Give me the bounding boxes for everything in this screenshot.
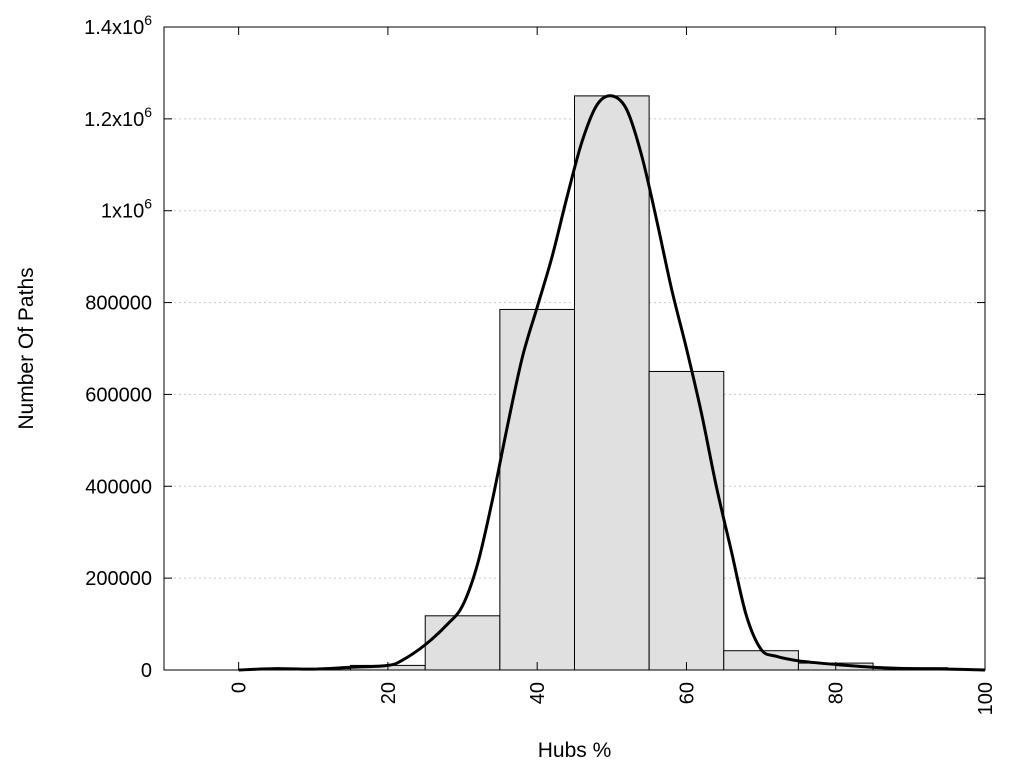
histogram-bar: [574, 95, 650, 671]
bars: [275, 95, 949, 671]
y-tick-label: 1.2x106: [84, 104, 152, 131]
histogram-bar: [424, 615, 501, 671]
x-tick-label: 60: [676, 682, 698, 704]
y-tick-label: 600000: [85, 384, 152, 406]
x-tick-label: 40: [527, 682, 549, 704]
y-axis-ticks: 0 200000 400000 600000 800000 1x106 1.2x106 1.4…: [84, 12, 985, 682]
fit-curve: [238, 94, 986, 672]
y-tick-label: 800000: [85, 293, 152, 315]
y-tick-label: 0: [141, 660, 152, 682]
x-tick-label: 80: [826, 682, 848, 704]
x-tick-label: 20: [378, 682, 400, 704]
x-tick-label: 0: [229, 682, 251, 693]
plot-frame: [163, 26, 986, 671]
x-tick-label: 100: [975, 682, 997, 715]
x-axis-title: Hubs %: [538, 739, 612, 762]
y-axis-title: Number Of Paths: [15, 267, 38, 429]
histogram-bar: [648, 370, 725, 671]
y-tick-label: 1x106: [101, 196, 152, 223]
y-tick-label: 200000: [85, 568, 152, 590]
x-axis-ticks: 0 20 40 60 80 100: [229, 27, 997, 715]
histogram-bar: [499, 308, 576, 671]
y-tick-label: 400000: [85, 476, 152, 498]
y-tick-label: 1.4x106: [84, 12, 152, 39]
